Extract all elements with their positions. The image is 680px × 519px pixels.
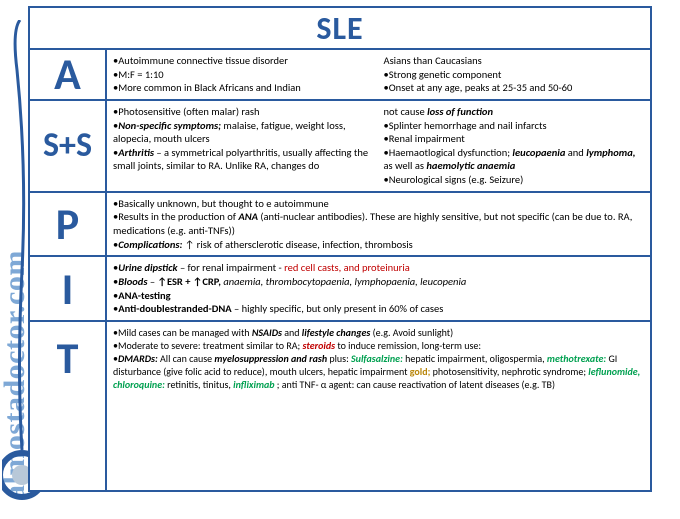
row-t: T •Mild cases can be managed with NSAIDs… bbox=[30, 322, 650, 395]
i-content: •Urine dipstick – for renal impairment -… bbox=[105, 257, 650, 320]
p-content: •Basically unknown, but thought to e aut… bbox=[105, 193, 650, 256]
row-i: I •Urine dipstick – for renal impairment… bbox=[30, 257, 650, 322]
letter-i: I bbox=[30, 257, 105, 320]
letter-ss: S+S bbox=[30, 101, 105, 191]
vertical-divider bbox=[105, 50, 107, 490]
row-p: P •Basically unknown, but thought to e a… bbox=[30, 193, 650, 258]
a-col1: •Autoimmune connective tissue disorder •… bbox=[113, 54, 374, 95]
t-content: •Mild cases can be managed with NSAIDs a… bbox=[105, 322, 650, 395]
letter-t: T bbox=[30, 322, 105, 395]
title: SLE bbox=[30, 8, 650, 50]
letter-p: P bbox=[30, 193, 105, 256]
row-ss: S+S •Photosensitive (often malar) rash•N… bbox=[30, 101, 650, 193]
ss-col2: not cause loss of function•Splinter hemo… bbox=[384, 105, 645, 187]
a-col2: Asians than Caucasians •Strong genetic c… bbox=[384, 54, 645, 95]
row-a: A •Autoimmune connective tissue disorder… bbox=[30, 50, 650, 101]
main-frame: SLE A •Autoimmune connective tissue diso… bbox=[28, 6, 652, 492]
letter-a: A bbox=[30, 50, 105, 99]
ss-col1: •Photosensitive (often malar) rash•Non-s… bbox=[113, 105, 374, 187]
